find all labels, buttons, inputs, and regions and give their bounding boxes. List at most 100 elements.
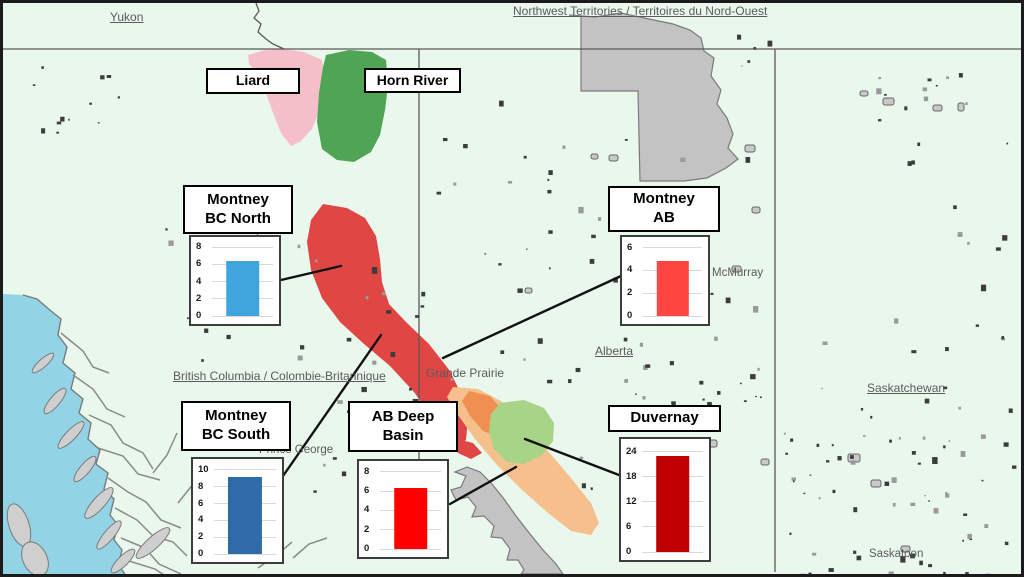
speckle: [945, 347, 949, 352]
chart-plot-area: [212, 242, 273, 317]
chart-plot-area: [642, 444, 703, 553]
connector-montney-ab: [441, 274, 623, 360]
speckle: [910, 553, 915, 559]
chart-connector-lines: [279, 264, 623, 506]
speckle: [984, 524, 989, 529]
speckle: [808, 572, 812, 574]
y-tick-label: 6: [626, 520, 632, 532]
play-label-text: Liard: [235, 72, 271, 89]
speckle: [753, 305, 759, 313]
speckle: [943, 386, 948, 390]
speckle: [980, 434, 986, 439]
play-label-text: AB Deep: [371, 407, 435, 425]
speckle: [300, 345, 305, 350]
chart-bar: [393, 488, 428, 549]
y-tick-label: 6: [364, 485, 370, 497]
lake-shape: [590, 153, 599, 160]
lake-shape: [900, 545, 911, 553]
play-label-ab-deep-basin: AB Deep Basin: [348, 401, 458, 452]
y-tick-label: 0: [196, 310, 202, 321]
province-label-alberta: Alberta: [595, 344, 634, 358]
speckle: [671, 401, 676, 406]
montney-south-sliver-shape: [452, 439, 482, 459]
lake-shape: [859, 90, 869, 97]
speckle: [365, 296, 369, 300]
speckle: [924, 398, 930, 404]
speckle: [863, 435, 866, 437]
montney-region-shape: [307, 204, 468, 450]
y-tick-label: 2: [364, 523, 370, 535]
chart-bar: [656, 261, 689, 316]
gridline: [380, 471, 441, 473]
speckle: [89, 102, 92, 105]
speckle: [933, 507, 939, 514]
speckle: [624, 379, 628, 383]
speckle: [740, 382, 742, 385]
speckle: [41, 66, 44, 69]
speckle: [957, 232, 963, 237]
speckle: [548, 170, 553, 176]
speckle: [943, 571, 946, 574]
speckle: [850, 455, 854, 459]
speckle: [980, 284, 987, 292]
connector-montney-bc-south: [281, 333, 383, 478]
lake-shape: [744, 144, 756, 153]
y-tick-label: 6: [196, 258, 202, 270]
speckle: [995, 247, 1001, 251]
speckle: [642, 396, 646, 400]
speckle: [613, 277, 618, 283]
speckle: [523, 155, 527, 159]
city-label-grande-prairie: Grande Prairie: [426, 366, 505, 380]
speckle: [750, 374, 756, 380]
speckle: [755, 395, 757, 398]
speckle: [165, 228, 168, 231]
speckle: [56, 131, 60, 134]
duvernay-region-shape: [489, 400, 554, 464]
basemap-svg: [3, 3, 1021, 574]
speckle: [891, 477, 897, 483]
y-tick-label: 6: [198, 497, 204, 509]
speckle: [463, 143, 468, 149]
speckle: [117, 96, 120, 99]
speckle: [963, 513, 968, 516]
speckle: [785, 452, 788, 455]
speckle: [878, 119, 882, 122]
gridline: [212, 246, 273, 248]
y-axis-ticks: 0 2 4 6 8: [363, 466, 380, 554]
chart-bar: [655, 455, 690, 552]
connector-montney-bc-north: [279, 264, 343, 282]
speckle: [714, 336, 718, 341]
lake-shape: [870, 479, 882, 488]
speckle: [547, 379, 553, 384]
speckle: [924, 495, 926, 497]
y-tick-label: 0: [626, 546, 632, 557]
play-label-text: Horn River: [376, 71, 449, 88]
speckle: [507, 180, 513, 184]
speckle: [828, 568, 834, 572]
speckle: [624, 138, 628, 141]
liard-region-shape: [248, 49, 325, 146]
y-tick-label: 12: [626, 495, 637, 507]
speckle: [100, 75, 105, 80]
y-tick-label: 0: [364, 543, 370, 554]
speckle: [821, 387, 823, 390]
speckle: [297, 244, 301, 249]
speckle: [409, 387, 412, 391]
speckle: [860, 407, 864, 411]
speckle: [789, 532, 792, 535]
speckle: [856, 555, 862, 561]
play-label-text: Montney: [633, 190, 695, 208]
play-label-text: Montney: [205, 407, 267, 425]
speckle: [812, 552, 817, 556]
chart-ab-deep-basin: 0 2 4 6 8: [357, 459, 449, 559]
speckle: [831, 444, 834, 447]
lake-shape: [524, 287, 533, 294]
y-tick-label: 2: [627, 287, 633, 299]
speckle: [168, 240, 174, 246]
speckle: [562, 145, 566, 149]
connector-ab-deep-basin: [448, 465, 518, 506]
speckle: [946, 76, 950, 80]
speckle: [935, 84, 938, 87]
speckle: [579, 456, 584, 460]
play-label-montney-ab: Montney AB: [608, 186, 720, 232]
